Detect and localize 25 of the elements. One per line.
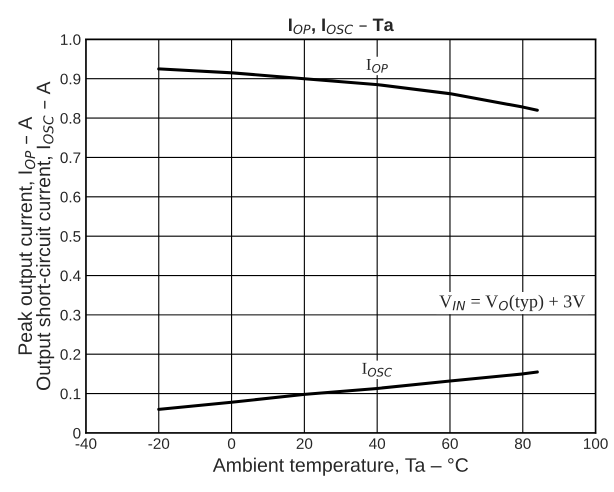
y-tick-label: 1.0	[61, 34, 81, 46]
y-tick-label: 0.7	[60, 152, 80, 164]
x-tick-label: -20	[148, 438, 170, 450]
x-tick-label: -40	[76, 438, 96, 450]
y-tick-label: 0.9	[60, 74, 80, 84]
series-label: I$_{OSC}$	[362, 362, 392, 377]
x-tick-label: 0	[228, 438, 236, 450]
chart-title: I$_{OP}$, I$_{OSC}$ – Ta	[288, 18, 394, 34]
x-tick-label: 40	[369, 438, 386, 450]
y-tick-label: 0.6	[60, 192, 80, 202]
y-tick-label: 0	[73, 428, 80, 439]
annotation: V$_{IN}$ = V$_{O}$(typ) + 3V	[439, 294, 586, 312]
x-tick-label: 80	[514, 438, 531, 450]
y-axis-title: Peak output current, I$_{OP}$ – A Output short-circuit current, I$_{OSC}$ – A	[18, 82, 54, 390]
x-tick-label: 100	[584, 438, 608, 450]
x-tick-label: 60	[442, 438, 458, 450]
x-axis-title: Ambient temperature, Ta – °C	[212, 458, 468, 476]
y-tick-label: 0.2	[60, 349, 80, 360]
y-tick-label: 0.8	[60, 112, 80, 124]
y-tick-label: 0.3	[60, 310, 80, 321]
series-label: I$_{OP}$	[366, 58, 388, 73]
x-tick-label: 20	[296, 438, 312, 450]
y-tick-label: 0.4	[60, 270, 81, 282]
y-tick-label: 0.5	[60, 231, 80, 242]
y-tick-label: 0.1	[60, 388, 80, 400]
